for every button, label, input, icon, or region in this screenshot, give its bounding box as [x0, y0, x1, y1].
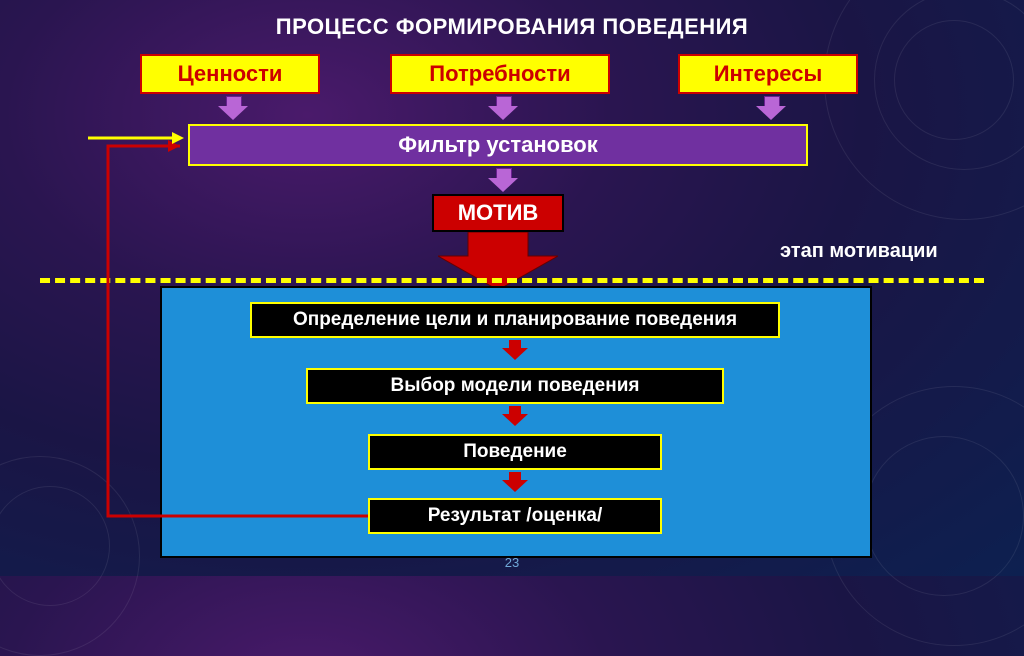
node-result-label: Результат /оценка/ [428, 505, 603, 527]
node-filter: Фильтр установок [188, 124, 808, 166]
stage-label: этап мотивации [780, 240, 938, 263]
node-motive-label: МОТИВ [458, 200, 539, 226]
node-behavior-label: Поведение [463, 441, 567, 463]
node-interests: Интересы [678, 54, 858, 94]
node-interests-label: Интересы [714, 61, 823, 87]
node-needs-label: Потребности [429, 61, 570, 87]
node-result: Результат /оценка/ [368, 498, 662, 534]
node-model-label: Выбор модели поведения [391, 375, 640, 397]
node-goal: Определение цели и планирование поведени… [250, 302, 780, 338]
page-number: 23 [0, 555, 1024, 570]
node-filter-label: Фильтр установок [398, 132, 598, 158]
stage-divider [40, 278, 984, 283]
node-needs: Потребности [390, 54, 610, 94]
diagram-stage: ПРОЦЕСС ФОРМИРОВАНИЯ ПОВЕДЕНИЯ Ценности … [0, 0, 1024, 576]
slide-title: ПРОЦЕСС ФОРМИРОВАНИЯ ПОВЕДЕНИЯ [0, 14, 1024, 40]
node-goal-label: Определение цели и планирование поведени… [293, 309, 737, 331]
node-motive: МОТИВ [432, 194, 564, 232]
node-values-label: Ценности [178, 61, 283, 87]
node-values: Ценности [140, 54, 320, 94]
node-model: Выбор модели поведения [306, 368, 724, 404]
node-behavior: Поведение [368, 434, 662, 470]
